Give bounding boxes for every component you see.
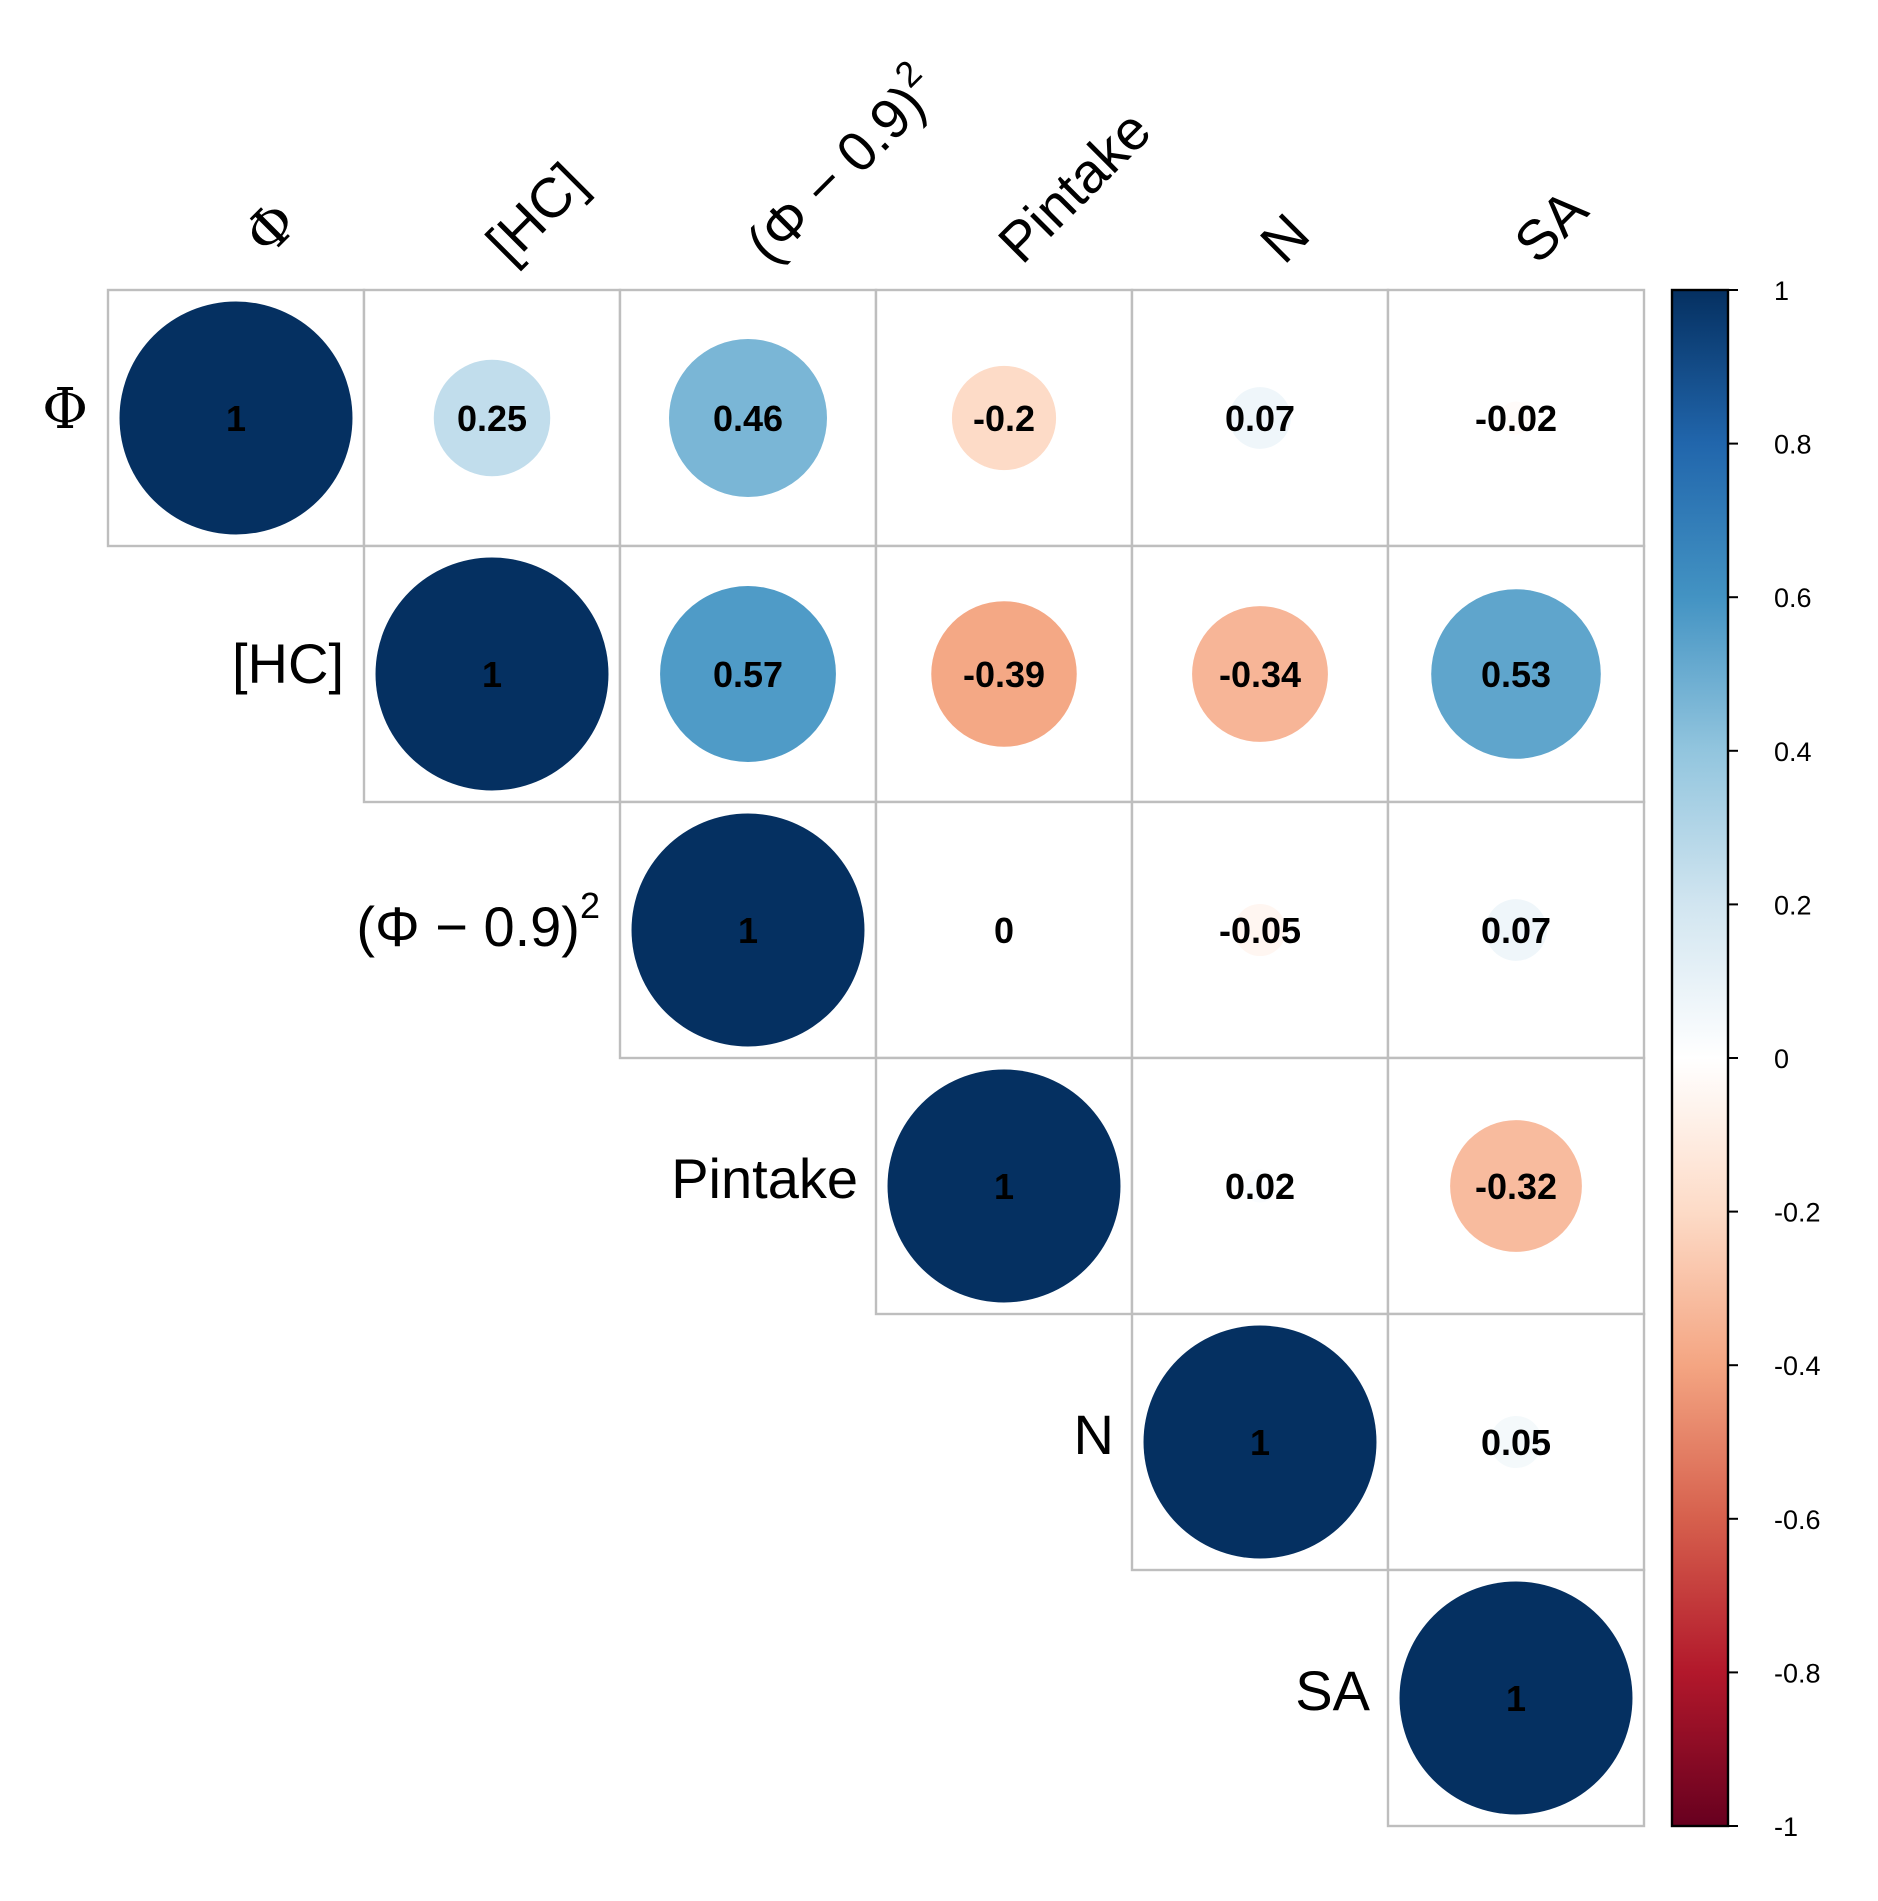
corr-circle-0-5 xyxy=(1499,401,1533,435)
colorbar-tick-label-6: -0.2 xyxy=(1774,1198,1821,1228)
correlation-values: 1 0.25 0.46 -0.2 0.07 -0.02 1 0.57 -0.39 -0.34 0.5… xyxy=(226,398,1557,1719)
corr-value-4-5: 0.05 xyxy=(1481,1422,1551,1463)
col-label-n: N xyxy=(1248,201,1321,274)
corr-value-0-0: 1 xyxy=(226,398,246,439)
corr-value-1-1: 1 xyxy=(482,654,502,695)
row-label-pintake: Pintake xyxy=(671,1147,858,1210)
colorbar-tick-label-3: 0.4 xyxy=(1774,737,1812,767)
corr-circle-1-5 xyxy=(1431,589,1601,759)
colorbar-tick-label-1: 0.8 xyxy=(1774,430,1812,460)
corr-circle-1-1 xyxy=(375,557,609,791)
row-label-phisq: (Φ − 0.9)2 xyxy=(356,885,600,958)
corr-value-0-3: -0.2 xyxy=(973,398,1035,439)
corr-value-2-3: 0 xyxy=(994,910,1014,951)
corr-value-3-4: 0.02 xyxy=(1225,1166,1295,1207)
corr-circle-3-3 xyxy=(887,1069,1121,1303)
column-labels: Φ [HC] (Φ − 0.9)2 Pintake N SA xyxy=(232,52,1600,275)
correlation-circles xyxy=(119,301,1633,1815)
colorbar-gradient xyxy=(1672,290,1728,1826)
corr-circle-5-5 xyxy=(1399,1581,1633,1815)
grid xyxy=(106,288,1646,1828)
corr-value-2-4: -0.05 xyxy=(1219,910,1301,951)
corr-value-1-2: 0.57 xyxy=(713,654,783,695)
colorbar-tick-label-9: -0.8 xyxy=(1774,1658,1821,1688)
corr-value-3-5: -0.32 xyxy=(1475,1166,1557,1207)
colorbar-tick-label-10: -1 xyxy=(1774,1812,1798,1842)
col-label-hc: [HC] xyxy=(474,151,598,275)
corr-value-4-4: 1 xyxy=(1250,1422,1270,1463)
colorbar: 1 0.8 0.6 0.4 0.2 0 -0.2 -0.4 -0.6 -0.8 -1 xyxy=(1670,276,1821,1842)
colorbar-tick-label-8: -0.6 xyxy=(1774,1505,1821,1535)
row-label-n: N xyxy=(1074,1403,1114,1466)
corr-value-0-2: 0.46 xyxy=(713,398,783,439)
corr-circle-0-2 xyxy=(668,338,828,498)
col-label-phisq-base: (Φ − 0.9) xyxy=(734,72,937,275)
corr-circle-2-2 xyxy=(631,813,865,1047)
cell-2-4 xyxy=(1130,800,1390,1060)
corr-value-1-4: -0.34 xyxy=(1219,654,1301,695)
row-labels: Φ [HC] (Φ − 0.9)2 Pintake N SA xyxy=(42,377,1371,1722)
col-label-pintake: Pintake xyxy=(986,98,1163,275)
row-label-phisq-exp: 2 xyxy=(580,885,600,926)
corr-circle-4-4 xyxy=(1143,1325,1377,1559)
corr-circle-0-1 xyxy=(433,359,551,477)
corr-circle-2-4 xyxy=(1233,903,1287,957)
colorbar-tick-label-2: 0.6 xyxy=(1774,583,1812,613)
row-label-sa: SA xyxy=(1295,1659,1370,1722)
colorbar-tick-label-5: 0 xyxy=(1774,1044,1789,1074)
corr-circle-0-3 xyxy=(951,365,1057,471)
corr-circle-0-4 xyxy=(1229,387,1291,449)
corr-value-5-5: 1 xyxy=(1506,1678,1526,1719)
corr-circle-1-2 xyxy=(660,586,836,762)
corr-circle-4-5 xyxy=(1489,1415,1543,1469)
corr-circle-1-3 xyxy=(931,601,1077,747)
corr-value-2-2: 1 xyxy=(738,910,758,951)
col-label-phi: Φ xyxy=(232,189,310,267)
corr-value-0-4: 0.07 xyxy=(1225,398,1295,439)
col-label-sa: SA xyxy=(1502,177,1600,275)
colorbar-tick-label-0: 1 xyxy=(1774,276,1789,306)
corr-value-1-5: 0.53 xyxy=(1481,654,1551,695)
corr-value-3-3: 1 xyxy=(994,1166,1014,1207)
corr-value-0-5: -0.02 xyxy=(1475,398,1557,439)
colorbar-ticks: 1 0.8 0.6 0.4 0.2 0 -0.2 -0.4 -0.6 -0.8 -1 xyxy=(1728,276,1821,1842)
corr-circle-2-5 xyxy=(1485,899,1547,961)
corr-circle-1-4 xyxy=(1192,606,1328,742)
row-label-phisq-base: (Φ − 0.9) xyxy=(356,895,580,958)
colorbar-tick-label-4: 0.2 xyxy=(1774,890,1812,920)
corr-circle-3-4 xyxy=(1243,1169,1277,1203)
col-label-phisq: (Φ − 0.9)2 xyxy=(728,52,951,275)
corr-circle-0-0 xyxy=(119,301,353,535)
corr-value-1-3: -0.39 xyxy=(963,654,1045,695)
corr-value-0-1: 0.25 xyxy=(457,398,527,439)
row-label-phi: Φ xyxy=(42,377,88,442)
colorbar-tick-label-7: -0.4 xyxy=(1774,1351,1821,1381)
corr-circle-3-5 xyxy=(1450,1120,1582,1252)
cell-2-3 xyxy=(874,800,1134,1060)
row-label-hc: [HC] xyxy=(232,632,344,695)
corr-value-2-5: 0.07 xyxy=(1481,910,1551,951)
